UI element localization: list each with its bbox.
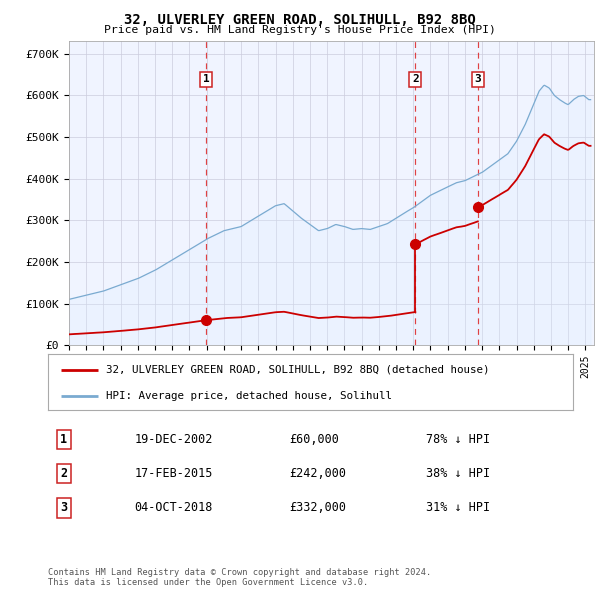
Text: 38% ↓ HPI: 38% ↓ HPI (426, 467, 490, 480)
Text: 32, ULVERLEY GREEN ROAD, SOLIHULL, B92 8BQ: 32, ULVERLEY GREEN ROAD, SOLIHULL, B92 8… (124, 13, 476, 27)
Text: 1: 1 (203, 74, 209, 84)
Text: 31% ↓ HPI: 31% ↓ HPI (426, 501, 490, 514)
Text: 17-FEB-2015: 17-FEB-2015 (134, 467, 213, 480)
Text: 19-DEC-2002: 19-DEC-2002 (134, 433, 213, 446)
Text: Contains HM Land Registry data © Crown copyright and database right 2024.
This d: Contains HM Land Registry data © Crown c… (48, 568, 431, 587)
Text: Price paid vs. HM Land Registry's House Price Index (HPI): Price paid vs. HM Land Registry's House … (104, 25, 496, 35)
Text: 04-OCT-2018: 04-OCT-2018 (134, 501, 213, 514)
Text: £60,000: £60,000 (290, 433, 340, 446)
Text: HPI: Average price, detached house, Solihull: HPI: Average price, detached house, Soli… (106, 391, 392, 401)
Text: 3: 3 (60, 501, 67, 514)
Text: £332,000: £332,000 (290, 501, 347, 514)
Text: 2: 2 (412, 74, 419, 84)
Text: 2: 2 (60, 467, 67, 480)
Text: 1: 1 (60, 433, 67, 446)
Text: 78% ↓ HPI: 78% ↓ HPI (426, 433, 490, 446)
Text: 3: 3 (475, 74, 481, 84)
Text: 32, ULVERLEY GREEN ROAD, SOLIHULL, B92 8BQ (detached house): 32, ULVERLEY GREEN ROAD, SOLIHULL, B92 8… (106, 365, 489, 375)
Text: £242,000: £242,000 (290, 467, 347, 480)
